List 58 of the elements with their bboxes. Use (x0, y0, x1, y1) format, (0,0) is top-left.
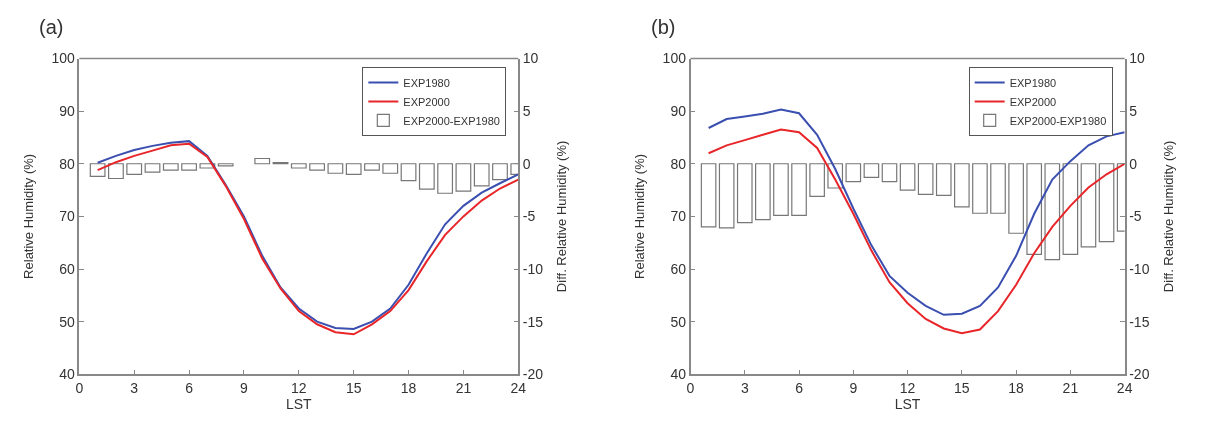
y2-tick-label: 5 (1129, 103, 1138, 120)
y-tick-label: 100 (662, 50, 687, 67)
x-tick-label: 21 (455, 379, 472, 396)
legend-label: EXP2000-EXP1980 (403, 114, 500, 127)
y-tick-label: 40 (670, 366, 687, 383)
y2-axis-title: Diff. Relative Humidity (%) (554, 140, 570, 293)
x-tick-label: 6 (795, 379, 804, 396)
y-tick-label: 90 (59, 103, 76, 120)
y-tick-label: 90 (670, 103, 687, 120)
y-tick-label: 60 (59, 260, 76, 277)
x-axis-title: LST (894, 395, 921, 412)
y-axis-title: Relative Humidity (%) (632, 153, 648, 279)
y2-tick-label: 0 (522, 155, 531, 172)
y2-tick-label: -10 (522, 260, 544, 277)
x-tick-label: 21 (1062, 379, 1079, 396)
y-tick-label: 50 (670, 313, 687, 330)
y2-tick-label: 10 (1129, 50, 1145, 67)
y2-tick-label: -15 (1129, 313, 1150, 330)
line-series (707, 108, 1125, 316)
legend-label: EXP1980 (1009, 76, 1057, 89)
y2-tick-label: -15 (522, 313, 544, 330)
y2-tick-label: 10 (522, 50, 539, 67)
y-tick-label: 70 (59, 208, 76, 225)
x-tick-label: 6 (185, 379, 194, 396)
y-tick-label: 60 (670, 260, 687, 277)
y2-tick-label: -10 (1129, 260, 1150, 277)
y-tick-label: 50 (59, 313, 76, 330)
chart-title: (b) (651, 16, 676, 38)
y2-axis-title: Diff. Relative Humidity (%) (1160, 140, 1176, 293)
legend-label: EXP2000 (1009, 95, 1057, 108)
x-tick-label: 0 (75, 379, 84, 396)
x-tick-label: 12 (899, 379, 916, 396)
chart-title: (a) (39, 16, 64, 38)
y2-tick-label: -5 (1129, 208, 1142, 225)
y-tick-label: 100 (51, 50, 76, 67)
x-tick-label: 3 (130, 379, 139, 396)
x-tick-label: 18 (400, 379, 417, 396)
y2-tick-label: 0 (1129, 155, 1138, 172)
legend-label: EXP1980 (403, 76, 450, 89)
x-tick-label: 15 (954, 379, 970, 396)
x-tick-label: 15 (345, 379, 362, 396)
y2-tick-label: -5 (522, 208, 536, 225)
x-tick-label: 3 (740, 379, 749, 396)
x-tick-label: 18 (1008, 379, 1025, 396)
x-axis-title: LST (285, 395, 313, 412)
y-tick-label: 70 (670, 208, 687, 225)
x-tick-label: 9 (849, 379, 858, 396)
y-tick-label: 80 (59, 155, 76, 172)
legend-label: EXP2000 (403, 95, 450, 108)
x-tick-label: 12 (291, 379, 307, 396)
x-tick-label: 9 (240, 379, 249, 396)
y2-tick-label: 5 (522, 103, 531, 120)
x-tick-label: 0 (686, 379, 695, 396)
line-series (707, 128, 1125, 335)
y-tick-label: 40 (59, 366, 76, 383)
legend-label: EXP2000-EXP1980 (1009, 114, 1107, 127)
y-axis-title: Relative Humidity (%) (20, 153, 36, 279)
y-tick-label: 80 (670, 155, 687, 172)
